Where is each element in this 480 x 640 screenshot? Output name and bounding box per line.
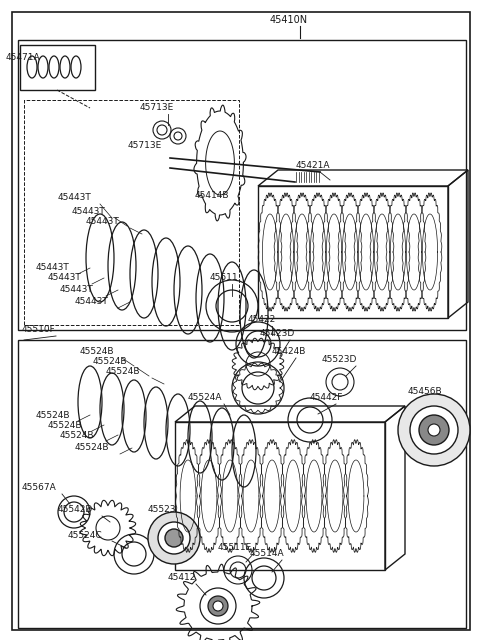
Text: 45412: 45412 (168, 573, 196, 582)
Text: 45524B: 45524B (106, 367, 141, 376)
Circle shape (410, 406, 458, 454)
Circle shape (208, 596, 228, 616)
Text: 45442F: 45442F (310, 394, 343, 403)
Text: 45524B: 45524B (93, 358, 128, 367)
Text: 45524B: 45524B (60, 431, 95, 440)
Text: 45414B: 45414B (195, 191, 229, 200)
Text: 45443T: 45443T (60, 285, 94, 294)
Circle shape (158, 522, 190, 554)
Circle shape (213, 601, 223, 611)
Text: 45713E: 45713E (140, 104, 174, 113)
Text: 45443T: 45443T (86, 218, 120, 227)
Text: 45443T: 45443T (48, 273, 82, 282)
Text: 45424B: 45424B (272, 348, 306, 356)
Text: 45443T: 45443T (75, 298, 109, 307)
Text: 45524B: 45524B (36, 410, 71, 419)
Text: 45510F: 45510F (22, 326, 56, 335)
Circle shape (165, 529, 183, 547)
Text: 45542D: 45542D (58, 506, 93, 515)
Text: 45511E: 45511E (218, 543, 252, 552)
Text: 45514A: 45514A (250, 550, 285, 559)
Circle shape (148, 512, 200, 564)
Circle shape (419, 415, 449, 445)
Text: 45713E: 45713E (128, 141, 162, 150)
Text: 45523: 45523 (148, 506, 177, 515)
Text: 45443T: 45443T (36, 264, 70, 273)
Text: 45611: 45611 (210, 273, 239, 282)
Text: 45410N: 45410N (270, 15, 308, 25)
Text: 45421A: 45421A (296, 161, 331, 170)
Text: 45524A: 45524A (188, 394, 223, 403)
Text: 45456B: 45456B (408, 387, 443, 397)
Text: 45423D: 45423D (260, 330, 295, 339)
Circle shape (398, 394, 470, 466)
Text: 45524B: 45524B (75, 444, 109, 452)
Text: 45443T: 45443T (58, 193, 92, 202)
Text: 45471A: 45471A (6, 52, 41, 61)
Text: 45567A: 45567A (22, 483, 57, 493)
Text: 45524B: 45524B (80, 348, 115, 356)
Text: 45524C: 45524C (68, 531, 103, 540)
Text: 45524B: 45524B (48, 420, 83, 429)
Circle shape (428, 424, 440, 436)
Text: 45422: 45422 (248, 316, 276, 324)
Text: 45443T: 45443T (72, 207, 106, 216)
Text: 45523D: 45523D (322, 355, 358, 365)
